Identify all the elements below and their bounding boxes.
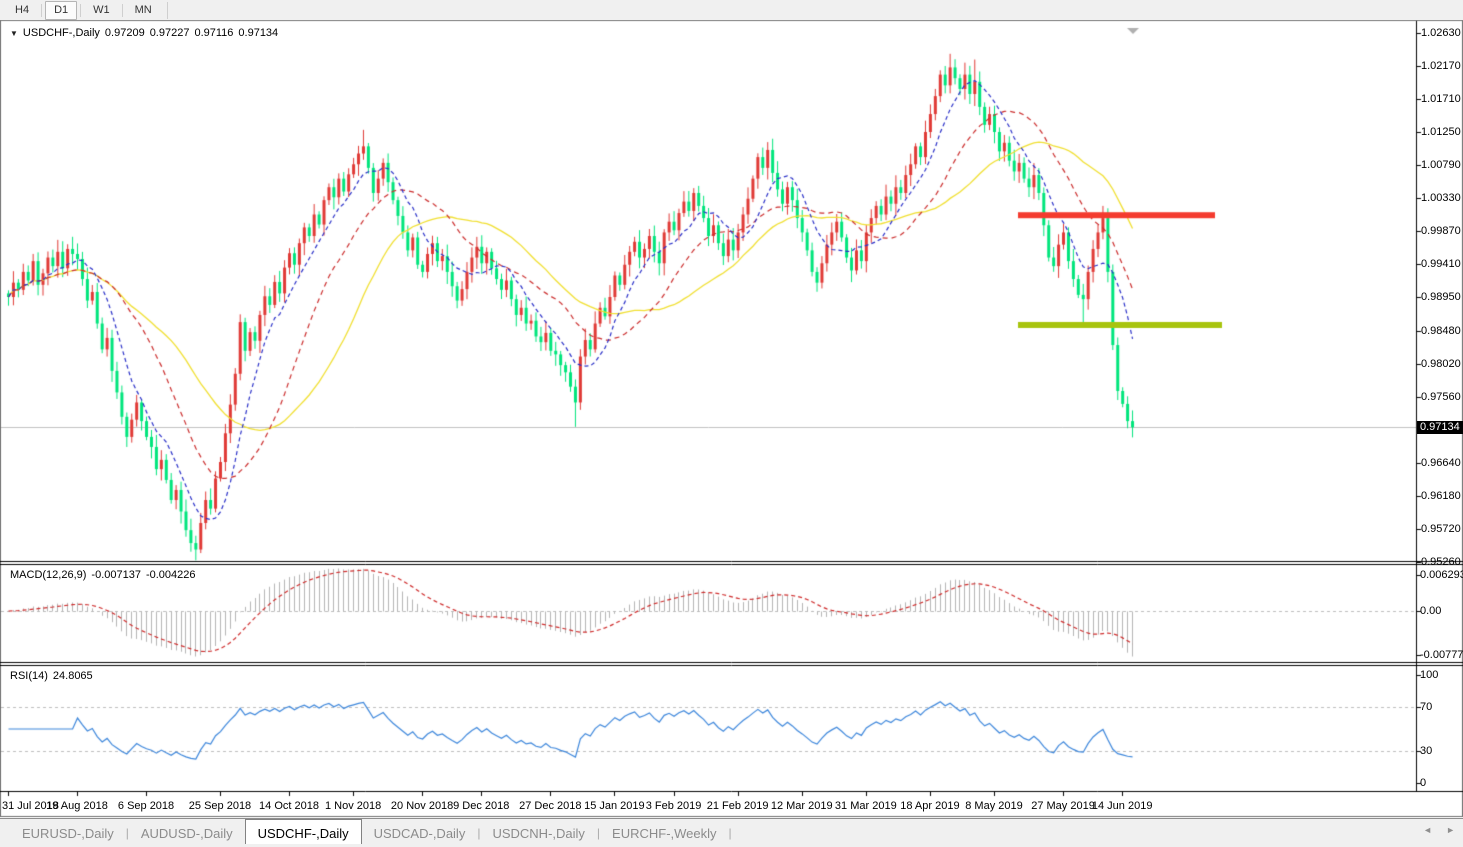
timeframe-toolbar: H4 D1 W1 MN xyxy=(0,0,1463,20)
date-axis-label: 12 Mar 2019 xyxy=(770,800,833,812)
price-axis-label: 1.02170 xyxy=(1421,60,1461,72)
macd-axis-label: -0.007777 xyxy=(1420,649,1463,662)
date-axis-label: 14 Oct 2018 xyxy=(259,800,319,812)
ohlc-low: 0.97116 xyxy=(194,27,234,39)
date-axis-label: 18 Apr 2019 xyxy=(900,800,960,812)
date-axis-label: 27 May 2019 xyxy=(1031,800,1095,812)
chart-symbol-label: USDCHF-,Daily xyxy=(22,27,100,39)
tab-divider: | xyxy=(596,826,601,840)
tab-scroll-right-icon[interactable]: ► xyxy=(1446,825,1455,835)
rsi-label-row: RSI(14) 24.8065 xyxy=(10,670,93,682)
macd-axis-label: 0.00 xyxy=(1420,605,1442,617)
tab-scroll-controls: ◄ ► xyxy=(1423,825,1455,835)
rsi-axis-label: 0 xyxy=(1420,777,1427,789)
price-axis-label: 0.95260 xyxy=(1421,555,1461,568)
toolbar-divider xyxy=(121,3,123,17)
macd-main-value: -0.007137 xyxy=(91,569,141,581)
tab-divider: | xyxy=(477,826,481,840)
macd-label: MACD(12,26,9) xyxy=(10,569,87,581)
price-axis-label: 1.02630 xyxy=(1421,27,1461,39)
date-axis-label: 14 Jun 2019 xyxy=(1091,800,1153,812)
ohlc-high: 0.97227 xyxy=(149,27,190,39)
toolbar-divider xyxy=(41,3,43,17)
timeframe-mn-button[interactable]: MN xyxy=(134,4,152,16)
tab-divider: | xyxy=(728,826,732,840)
price-axis-label: 0.99870 xyxy=(1421,225,1461,237)
date-axis-label: 8 May 2019 xyxy=(965,800,1023,812)
date-axis-label: 9 Dec 2018 xyxy=(453,800,510,812)
toolbar-divider xyxy=(166,1,168,19)
rsi-axis-label: 100 xyxy=(1420,669,1439,681)
chart-dropdown-triangle-icon[interactable]: ▼ xyxy=(10,28,18,38)
date-axis-label: 15 Jan 2019 xyxy=(584,800,645,812)
date-axis-label: 20 Nov 2018 xyxy=(390,800,454,812)
timeframe-d1-button[interactable]: D1 xyxy=(45,0,78,20)
tab-usdchf-daily[interactable]: USDCHF-,Daily xyxy=(244,819,362,844)
date-axis-label: 25 Sep 2018 xyxy=(188,800,252,812)
symbol-tab-bar: EURUSD-,Daily | AUDUSD-,Daily USDCHF-,Da… xyxy=(0,818,1463,847)
tab-audusd-daily[interactable]: AUDUSD-,Daily xyxy=(140,826,233,841)
price-axis-label: 0.96180 xyxy=(1421,489,1461,502)
price-axis-label: 1.00790 xyxy=(1421,159,1461,171)
tab-usdcad-daily[interactable]: USDCAD-,Daily xyxy=(373,826,466,841)
price-axis-label: 0.97560 xyxy=(1421,390,1461,403)
tab-scroll-left-icon[interactable]: ◄ xyxy=(1423,825,1433,835)
date-axis-label: 1 Nov 2018 xyxy=(324,800,382,812)
rsi-axis-label: 70 xyxy=(1420,701,1433,714)
toolbar-divider xyxy=(80,3,82,17)
macd-signal-value: -0.004226 xyxy=(145,569,196,581)
price-axis-label: 1.01710 xyxy=(1421,93,1461,105)
price-axis-label: 0.98950 xyxy=(1421,291,1461,303)
rsi-axis-label: 30 xyxy=(1420,744,1433,757)
timeframe-w1-button[interactable]: W1 xyxy=(93,4,110,16)
price-axis-label: 0.98020 xyxy=(1421,357,1461,370)
tab-usdcnh-daily[interactable]: USDCNH-,Daily xyxy=(492,826,585,841)
date-axis-label: 19 Aug 2018 xyxy=(46,800,108,812)
price-axis-label: 1.01250 xyxy=(1421,126,1461,138)
price-axis-label: 0.99410 xyxy=(1421,258,1461,270)
tab-eurusd-daily[interactable]: EURUSD-,Daily xyxy=(22,826,114,841)
macd-axis-label: 0.006293 xyxy=(1420,569,1463,581)
timeframe-h4-button[interactable]: H4 xyxy=(15,4,30,16)
chart-title: ▼ USDCHF-,Daily 0.97209 0.97227 0.97116 … xyxy=(10,27,278,39)
date-axis-label: 6 Sep 2018 xyxy=(117,800,175,812)
rsi-value: 24.8065 xyxy=(52,670,93,682)
date-axis-label: 31 Mar 2019 xyxy=(834,800,897,812)
price-axis-label: 0.96640 xyxy=(1421,456,1461,469)
price-axis-label: 1.00330 xyxy=(1421,192,1461,204)
macd-label-row: MACD(12,26,9) -0.007137 -0.004226 xyxy=(10,569,196,581)
tab-divider: | xyxy=(125,826,129,840)
date-axis-label: 31 Jul 2018 xyxy=(2,800,59,812)
date-axis-label: 3 Feb 2019 xyxy=(645,800,702,812)
date-axis-label: 27 Dec 2018 xyxy=(519,800,582,812)
ohlc-close: 0.97134 xyxy=(238,27,279,39)
price-axis-label: 0.98480 xyxy=(1421,324,1461,337)
current-price-tag: 0.97134 xyxy=(1417,421,1463,434)
ohlc-open: 0.97209 xyxy=(104,27,145,39)
price-axis-label: 0.95720 xyxy=(1421,522,1461,535)
date-axis-label: 21 Feb 2019 xyxy=(706,800,769,812)
rsi-label: RSI(14) xyxy=(10,670,48,682)
tab-eurchf-weekly[interactable]: EURCHF-,Weekly xyxy=(612,826,717,841)
